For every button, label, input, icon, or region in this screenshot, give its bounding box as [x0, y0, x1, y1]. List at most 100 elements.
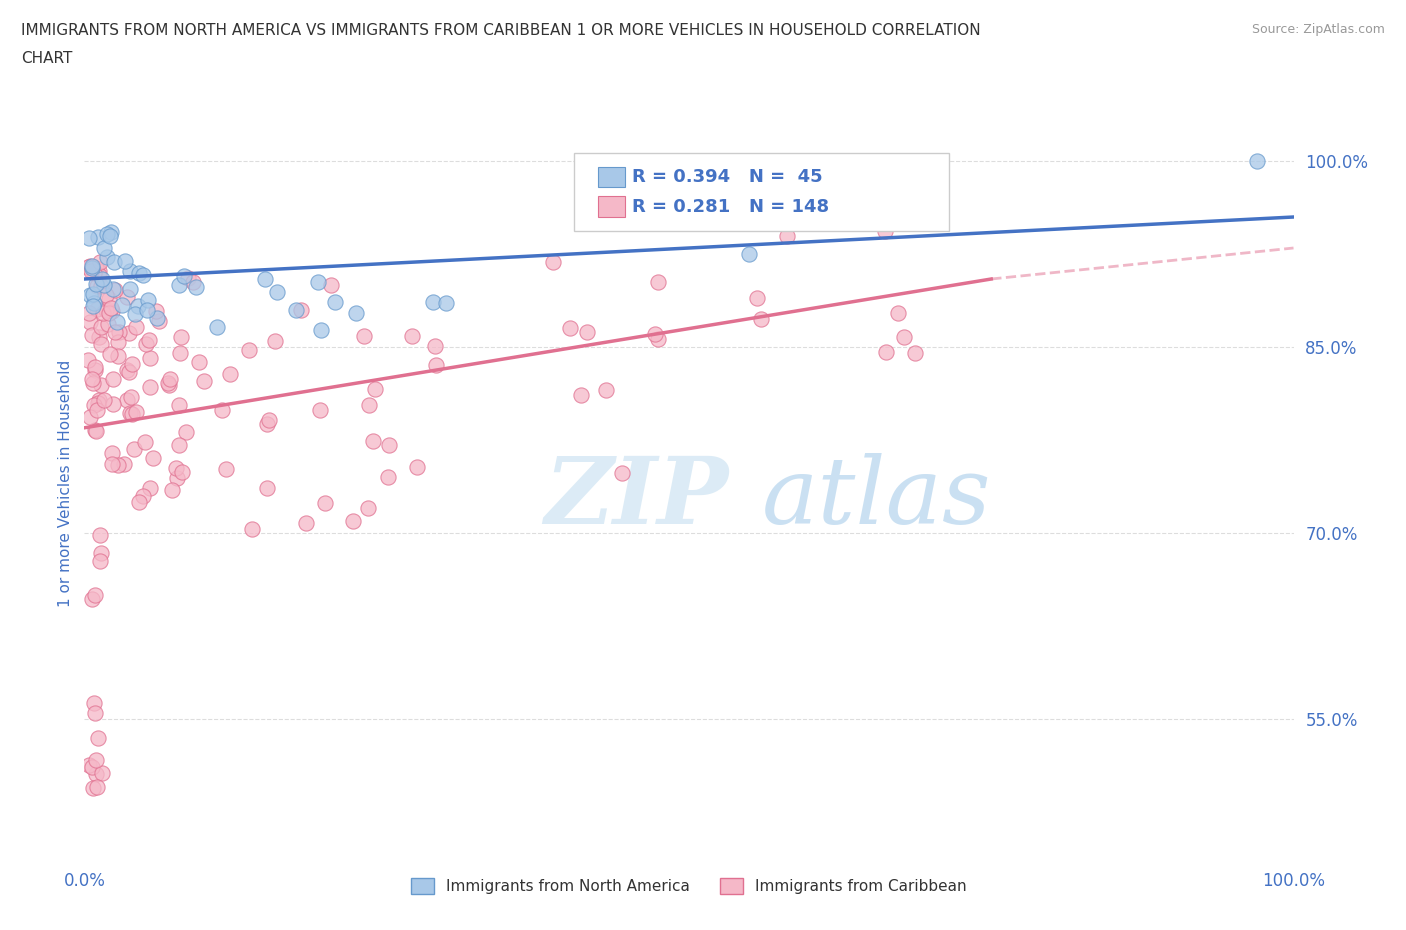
Point — [83, 296, 105, 311]
Point — [177, 271, 200, 286]
Point — [211, 403, 233, 418]
Point — [357, 398, 380, 413]
Point — [134, 435, 156, 450]
Point — [377, 470, 399, 485]
Point — [749, 312, 772, 326]
Point — [87, 392, 110, 407]
Point — [127, 299, 149, 313]
Point — [215, 461, 238, 476]
Point — [94, 303, 117, 318]
Point — [83, 422, 105, 437]
Point — [94, 287, 117, 302]
Point — [285, 303, 308, 318]
Point — [79, 259, 101, 273]
Point — [1246, 153, 1268, 168]
Text: Source: ZipAtlas.com: Source: ZipAtlas.com — [1251, 23, 1385, 36]
Point — [121, 356, 143, 371]
Point — [84, 360, 107, 375]
Point — [98, 306, 121, 321]
Point — [353, 328, 375, 343]
Point — [100, 457, 122, 472]
Point — [159, 372, 181, 387]
Point — [173, 269, 195, 284]
Point — [125, 320, 148, 335]
Point — [157, 378, 180, 392]
Point — [90, 279, 112, 294]
Point — [84, 588, 107, 603]
Point — [100, 300, 122, 315]
Point — [93, 240, 115, 255]
Point — [132, 489, 155, 504]
Point — [887, 305, 910, 320]
Point — [89, 554, 111, 569]
Point — [112, 457, 135, 472]
Point — [90, 378, 112, 392]
Point — [170, 464, 193, 479]
Point — [87, 263, 110, 278]
Point — [595, 382, 617, 397]
Point — [193, 374, 215, 389]
Point — [84, 766, 107, 781]
Point — [257, 413, 280, 428]
Point — [100, 224, 122, 239]
Point — [425, 339, 447, 353]
Point — [558, 321, 581, 336]
Point — [256, 417, 278, 432]
Point — [309, 403, 332, 418]
Point — [307, 274, 329, 289]
Point — [84, 261, 107, 276]
Point — [79, 410, 101, 425]
Point — [105, 314, 128, 329]
Point — [77, 259, 100, 274]
Point — [240, 522, 263, 537]
Point — [434, 295, 457, 310]
Point — [79, 287, 101, 302]
Point — [319, 277, 342, 292]
Point — [103, 371, 125, 386]
Point — [117, 365, 139, 379]
Point — [86, 403, 108, 418]
Point — [148, 313, 170, 328]
Point — [91, 766, 114, 781]
Point — [82, 259, 104, 273]
Point — [139, 481, 162, 496]
Point — [104, 325, 127, 339]
Point — [167, 278, 190, 293]
Point — [266, 285, 288, 299]
Point — [146, 311, 169, 325]
Point — [167, 437, 190, 452]
Point — [131, 267, 153, 282]
Point — [342, 513, 364, 528]
Point — [101, 445, 124, 460]
Point — [115, 289, 138, 304]
Point — [157, 376, 180, 391]
Point — [122, 442, 145, 457]
Point — [103, 282, 125, 297]
Point — [612, 466, 634, 481]
Point — [86, 730, 108, 745]
Point — [124, 306, 146, 321]
Point — [77, 352, 100, 367]
Point — [107, 349, 129, 364]
Point — [83, 696, 105, 711]
Point — [82, 260, 104, 275]
Point — [115, 363, 138, 378]
Point — [107, 335, 129, 350]
Point — [118, 326, 141, 340]
Point — [401, 328, 423, 343]
Point — [169, 345, 191, 360]
Text: IMMIGRANTS FROM NORTH AMERICA VS IMMIGRANTS FROM CARIBBEAN 1 OR MORE VEHICLES IN: IMMIGRANTS FROM NORTH AMERICA VS IMMIGRA… — [21, 23, 981, 38]
Point — [77, 306, 100, 321]
Point — [80, 372, 103, 387]
Y-axis label: 1 or more Vehicles in Household: 1 or more Vehicles in Household — [58, 360, 73, 607]
Point — [121, 407, 143, 422]
Point — [344, 306, 367, 321]
Point — [93, 277, 115, 292]
Point — [91, 272, 114, 286]
Point — [96, 249, 118, 264]
Point — [644, 326, 666, 341]
Point — [79, 757, 101, 772]
Bar — [599, 166, 624, 188]
Point — [406, 459, 429, 474]
Point — [290, 303, 312, 318]
